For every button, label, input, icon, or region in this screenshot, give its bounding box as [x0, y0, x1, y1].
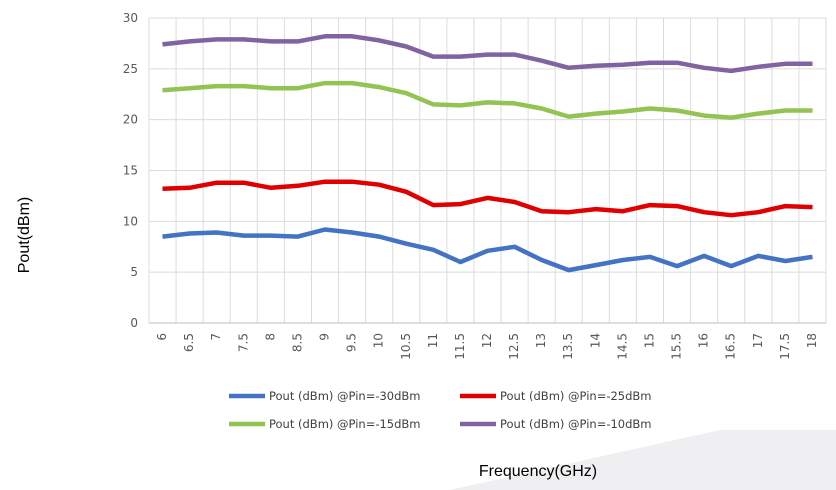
x-tick-label: 9: [318, 333, 332, 341]
x-tick-label: 10.5: [399, 333, 413, 360]
x-tick-label: 11.5: [453, 333, 467, 360]
series-line: [162, 80, 813, 120]
legend: Pout (dBm) @Pin=-30dBm Pout (dBm) @Pin=-2…: [229, 389, 652, 431]
x-tick-label: 10: [372, 333, 386, 348]
y-tick-label: 0: [130, 316, 138, 330]
x-tick-label: 12: [480, 333, 494, 348]
series-line: [162, 34, 813, 74]
x-tick-label: 18: [805, 333, 819, 348]
y-tick-label: 20: [123, 113, 138, 127]
y-tick-label: 10: [123, 214, 138, 228]
x-tick-label: 16.5: [724, 333, 738, 360]
legend-label: Pout (dBm) @Pin=-10dBm: [500, 417, 652, 431]
series-line: [162, 227, 813, 273]
x-tick-labels: 6 6.5 7 7.5 8 8.5 9 9.5 10 10.5 11 11.5 12 12.5 13 13.5…: [155, 333, 819, 360]
legend-label: Pout (dBm) @Pin=-25dBm: [500, 389, 652, 403]
y-tick-label: 5: [130, 265, 138, 279]
x-tick-label: 17: [751, 333, 765, 348]
x-axis-title: Frequency(GHz): [479, 463, 597, 480]
x-tick-label: 7.5: [236, 333, 250, 352]
grid-layer: [148, 17, 827, 324]
x-tick-label: 6.5: [182, 333, 196, 352]
x-tick-label: 7: [209, 333, 223, 341]
x-tick-label: 14: [588, 333, 602, 348]
y-axis-title: Pout(dBm): [16, 197, 33, 273]
y-tick-label: 15: [123, 164, 138, 178]
y-tick-labels: 0 5 10 15 20 25 30: [123, 11, 138, 330]
series-lines: [162, 34, 813, 273]
x-tick-label: 15.5: [670, 333, 684, 360]
x-tick-label: 16: [697, 333, 711, 348]
x-tick-label: 17.5: [778, 333, 792, 360]
y-tick-label: 25: [123, 62, 138, 76]
x-tick-label: 12.5: [507, 333, 521, 360]
x-tick-label: 8: [263, 333, 277, 341]
y-tick-label: 30: [123, 11, 138, 25]
x-tick-label: 14.5: [615, 333, 629, 360]
x-tick-label: 9.5: [345, 333, 359, 352]
legend-label: Pout (dBm) @Pin=-30dBm: [269, 389, 421, 403]
x-tick-label: 13: [534, 333, 548, 348]
series-line: [162, 179, 813, 218]
x-tick-label: 6: [155, 333, 169, 341]
background-ribbon: [450, 430, 836, 490]
x-tick-label: 15: [642, 333, 656, 348]
x-tick-label: 8.5: [290, 333, 304, 352]
x-tick-label: 13.5: [561, 333, 575, 360]
x-tick-label: 11: [426, 333, 440, 348]
legend-label: Pout (dBm) @Pin=-15dBm: [269, 417, 421, 431]
